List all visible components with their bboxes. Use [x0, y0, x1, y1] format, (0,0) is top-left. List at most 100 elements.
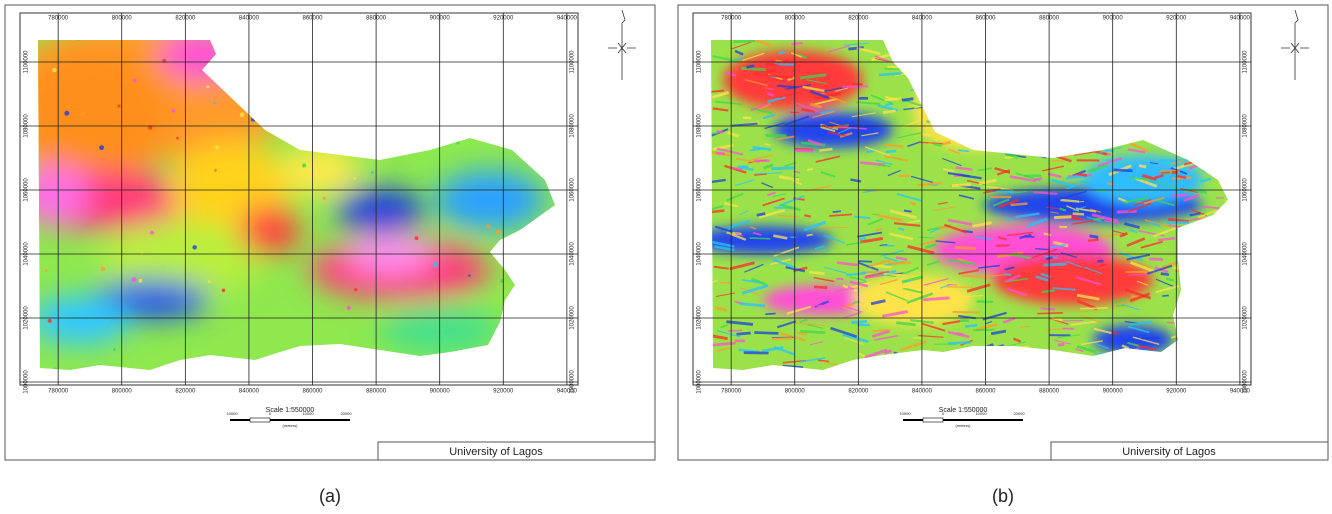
raster-speck	[176, 137, 179, 140]
y-tick-label: 1000000	[570, 370, 576, 394]
scale-label: 10000	[302, 411, 314, 416]
raster-stripe	[726, 232, 741, 234]
raster-speck	[353, 177, 355, 179]
raster-stripe	[1078, 174, 1087, 175]
x-tick-label: 820000	[848, 16, 869, 22]
raster-stripe	[899, 176, 910, 177]
y-tick-label: 1060000	[570, 178, 576, 202]
raster-stripe	[716, 153, 725, 154]
x-tick-label: 840000	[912, 16, 933, 22]
map-panel: 7800007800008000008000008200008200008400…	[0, 5, 655, 506]
scale-label: 20000	[1013, 411, 1025, 416]
x-tick-label: 860000	[302, 389, 323, 395]
raster-stripe	[791, 43, 802, 44]
x-tick-label: 820000	[175, 16, 196, 22]
raster-speck	[52, 68, 57, 73]
x-tick-label: 800000	[112, 389, 133, 395]
raster-speck	[213, 102, 215, 104]
raster-stripe	[943, 142, 951, 144]
raster-stripe	[858, 261, 872, 262]
raster-stripe	[1149, 259, 1163, 260]
raster-speck	[347, 306, 351, 310]
raster-stripe	[859, 238, 866, 239]
y-tick-label: 1100000	[697, 50, 703, 74]
raster-speck	[192, 245, 196, 249]
raster-speck	[206, 85, 209, 88]
raster-stripe	[754, 332, 778, 333]
raster-stripe	[885, 151, 896, 152]
y-tick-label: 1000000	[24, 370, 30, 394]
x-tick-label: 900000	[1103, 16, 1124, 22]
raster-stripe	[1161, 274, 1169, 275]
raster-stripe	[955, 247, 976, 248]
figure: 7800007800008000008000008200008200008400…	[0, 0, 1332, 514]
y-tick-label: 1020000	[24, 306, 30, 330]
raster-speck	[99, 145, 104, 150]
panel-caption: (a)	[319, 486, 341, 506]
raster-stripe	[1162, 295, 1168, 296]
raster-stripe	[852, 84, 862, 85]
y-tick-label: 1060000	[24, 178, 30, 202]
raster-stripe	[948, 342, 971, 343]
raster-stripe	[819, 149, 832, 151]
y-tick-label: 1100000	[1243, 50, 1249, 74]
raster-speck	[496, 230, 501, 235]
raster-stripe	[957, 333, 964, 334]
raster-speck	[133, 78, 137, 82]
y-tick-label: 1040000	[24, 242, 30, 266]
x-tick-label: 900000	[430, 389, 451, 395]
raster-stripe	[733, 41, 754, 42]
scale-label: 10000	[899, 411, 911, 416]
raster-stripe	[910, 203, 916, 204]
raster-speck	[468, 274, 470, 276]
raster-stripe	[1080, 308, 1108, 309]
y-tick-label: 1000000	[697, 370, 703, 394]
raster-stripe	[765, 314, 775, 315]
raster-stripe	[952, 185, 971, 186]
raster-stripe	[750, 238, 771, 239]
raster-stripe	[952, 312, 979, 313]
raster-stripe	[1073, 214, 1084, 215]
raster-stripe	[1114, 170, 1133, 171]
raster-speck	[45, 269, 48, 272]
raster-speck	[222, 288, 226, 292]
raster-stripe	[1129, 274, 1150, 275]
raster-stripe	[1063, 320, 1084, 321]
raster-speck	[486, 225, 490, 229]
x-tick-label: 780000	[48, 389, 69, 395]
raster-stripe	[1100, 265, 1106, 266]
raster-stripe	[1054, 217, 1071, 218]
raster-speck	[302, 163, 306, 167]
x-tick-label: 880000	[1039, 16, 1060, 22]
y-tick-label: 1080000	[570, 114, 576, 138]
y-tick-label: 1040000	[570, 242, 576, 266]
raster-stripe	[736, 333, 750, 334]
y-tick-label: 1020000	[570, 306, 576, 330]
panel-caption: (b)	[992, 486, 1014, 506]
raster-stripe	[1141, 338, 1159, 339]
x-tick-label: 920000	[493, 389, 514, 395]
raster-speck	[371, 171, 374, 174]
raster-speck	[132, 277, 137, 282]
x-tick-label: 880000	[1039, 389, 1060, 395]
raster-stripe	[1139, 166, 1146, 167]
scale-bar-seg	[923, 418, 943, 422]
raster-stripe	[876, 229, 883, 230]
y-tick-label: 1080000	[24, 114, 30, 138]
x-tick-label: 820000	[848, 389, 869, 395]
raster-speck	[354, 288, 357, 291]
raster-stripe	[885, 98, 902, 100]
raster-speck	[80, 112, 84, 116]
raster-stripe	[1042, 291, 1055, 292]
raster-blob	[30, 295, 130, 345]
x-tick-label: 900000	[1103, 389, 1124, 395]
x-tick-label: 880000	[366, 16, 387, 22]
raster-stripe	[1172, 195, 1188, 196]
raster-stripe	[771, 168, 794, 169]
scale-label: 10000	[975, 411, 987, 416]
raster-speck	[415, 236, 419, 240]
scale-unit: (meters)	[283, 423, 299, 428]
x-tick-label: 780000	[721, 389, 742, 395]
raster-stripe	[888, 263, 911, 264]
raster-stripe	[902, 99, 913, 101]
